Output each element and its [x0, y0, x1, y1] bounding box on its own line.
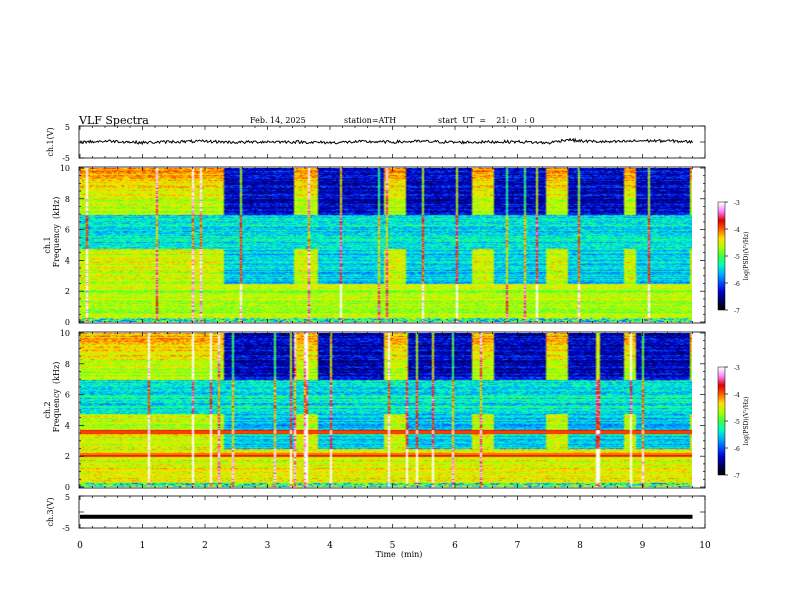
- colorbar-tick-label: -4: [734, 227, 740, 234]
- colorbar-tick-label: -6: [734, 281, 740, 288]
- y-tick-label: 10: [60, 329, 70, 338]
- start-ut-label: start UT = 21: 0 : 0: [438, 116, 535, 125]
- colorbar-tick-label: -6: [734, 446, 740, 453]
- axis-ticks: [79, 125, 728, 529]
- y-tick-label: 8: [65, 360, 70, 369]
- figure-title: VLF Spectra: [78, 114, 149, 127]
- y-tick-label: 8: [65, 195, 70, 204]
- colorbar-tick-label: -5: [734, 254, 740, 261]
- x-tick-label: 10: [699, 541, 711, 551]
- y-tick-label: 4: [65, 256, 70, 265]
- x-tick-label: 3: [265, 541, 271, 551]
- x-tick-label: 0: [77, 541, 83, 551]
- y-tick-label: -5: [62, 154, 70, 163]
- ch2-spec-ylabel: Frequency (kHz): [52, 362, 61, 433]
- ch1-waveform-trace: [79, 137, 693, 146]
- y-tick-label: 6: [65, 226, 70, 235]
- ch1-spectrogram-image: [80, 168, 692, 322]
- date-label: Feb. 14, 2025: [250, 116, 306, 125]
- colorbar-tick-label: -4: [734, 392, 740, 399]
- y-tick-label: 2: [65, 287, 70, 296]
- y-tick-label: 10: [60, 164, 70, 173]
- x-tick-label: 5: [390, 541, 396, 551]
- y-tick-label: 2: [65, 452, 70, 461]
- colorbar-tick-label: -7: [734, 473, 740, 480]
- y-tick-label: 6: [65, 391, 70, 400]
- station-label: station=ATH: [344, 116, 396, 125]
- y-tick-label: 5: [65, 123, 70, 132]
- ch3-waveform-frame: [78, 495, 706, 529]
- x-tick-label: 1: [140, 541, 146, 551]
- ch1-spec-ylabel-top: ch.1: [43, 236, 52, 253]
- ch3-waveform-ylabel: ch.3(V): [46, 497, 55, 526]
- ch2-spec-ylabel-top: ch.2: [43, 401, 52, 418]
- y-tick-label: -5: [62, 524, 70, 533]
- ch1-colorbar-label: log(PSD)(V²/Hz): [743, 232, 750, 281]
- colorbar-tick-label: -3: [734, 365, 740, 372]
- x-tick-label: 8: [577, 541, 583, 551]
- colorbar-tick-label: -5: [734, 419, 740, 426]
- y-tick-label: 0: [65, 483, 70, 492]
- colorbar-tick-label: -3: [734, 200, 740, 207]
- tick-labels: 0 1 2 3 4 5 6 7 8 9 10 5 -5 5 -5 0 2 4 6 8 10 -3 -4 -5 -6 -7 0 2 4 6 8…: [60, 123, 740, 551]
- y-tick-label: 0: [65, 318, 70, 327]
- x-tick-label: 2: [202, 541, 208, 551]
- ch1-colorbar: [718, 202, 725, 310]
- x-tick-label: 4: [327, 541, 333, 551]
- colorbar-tick-label: -7: [734, 308, 740, 315]
- y-tick-label: 5: [65, 493, 70, 502]
- ch2-colorbar-label: log(PSD)(V²/Hz): [743, 397, 750, 446]
- ch1-spec-ylabel: Frequency (kHz): [52, 197, 61, 268]
- ch2-spectrogram-image: [80, 333, 692, 487]
- x-tick-label: 6: [452, 541, 458, 551]
- x-tick-label: 9: [640, 541, 646, 551]
- ch2-colorbar: [718, 367, 725, 475]
- ch1-waveform-ylabel: ch.1(V): [46, 127, 55, 156]
- x-tick-label: 7: [515, 541, 521, 551]
- y-tick-label: 4: [65, 421, 70, 430]
- x-axis-label: Time (min): [376, 550, 423, 559]
